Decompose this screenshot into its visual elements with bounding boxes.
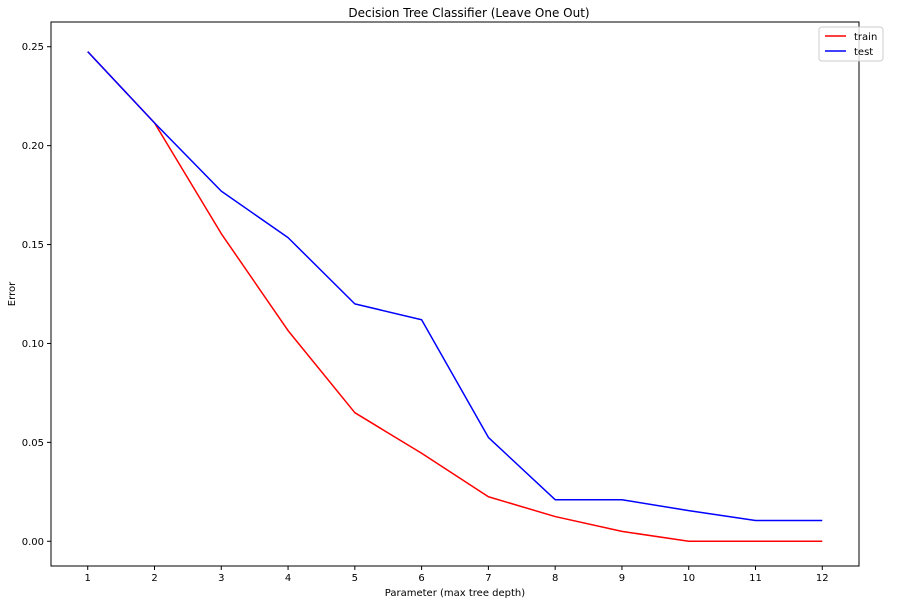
y-tick-label: 0.10: [22, 339, 44, 350]
y-tick-label: 0.15: [22, 240, 44, 251]
x-tick-label: 10: [682, 573, 695, 584]
x-tick-label: 1: [85, 573, 91, 584]
y-tick-label: 0.20: [22, 141, 44, 152]
legend: train test: [818, 26, 884, 62]
legend-label-train: train: [854, 32, 877, 43]
x-axis: 1 2 3 4 5 6 7 8 9 10 11 12: [85, 566, 829, 584]
y-tick-label: 0.25: [22, 42, 44, 53]
x-tick-label: 4: [285, 573, 291, 584]
series-line-train: [87, 51, 823, 543]
plot-frame: [50, 21, 860, 567]
x-tick-label: 11: [749, 573, 762, 584]
x-axis-label: Parameter (max tree depth): [385, 588, 525, 599]
x-tick-label: 8: [552, 573, 558, 584]
series-line-test: [87, 51, 823, 522]
x-tick-label: 6: [418, 573, 424, 584]
y-tick-label: 0.00: [22, 537, 44, 548]
x-tick-label: 12: [816, 573, 829, 584]
plot-lines: [87, 51, 823, 543]
x-tick-label: 9: [619, 573, 625, 584]
chart-title: Decision Tree Classifier (Leave One Out): [348, 6, 589, 20]
x-tick-label: 2: [151, 573, 157, 584]
y-axis: 0.00 0.05 0.10 0.15 0.20 0.25: [22, 42, 51, 548]
y-axis-label: Error: [7, 281, 18, 306]
legend-label-test: test: [854, 47, 873, 58]
x-tick-label: 5: [352, 573, 358, 584]
y-tick-label: 0.05: [22, 438, 44, 449]
x-tick-label: 7: [485, 573, 491, 584]
x-tick-label: 3: [218, 573, 224, 584]
